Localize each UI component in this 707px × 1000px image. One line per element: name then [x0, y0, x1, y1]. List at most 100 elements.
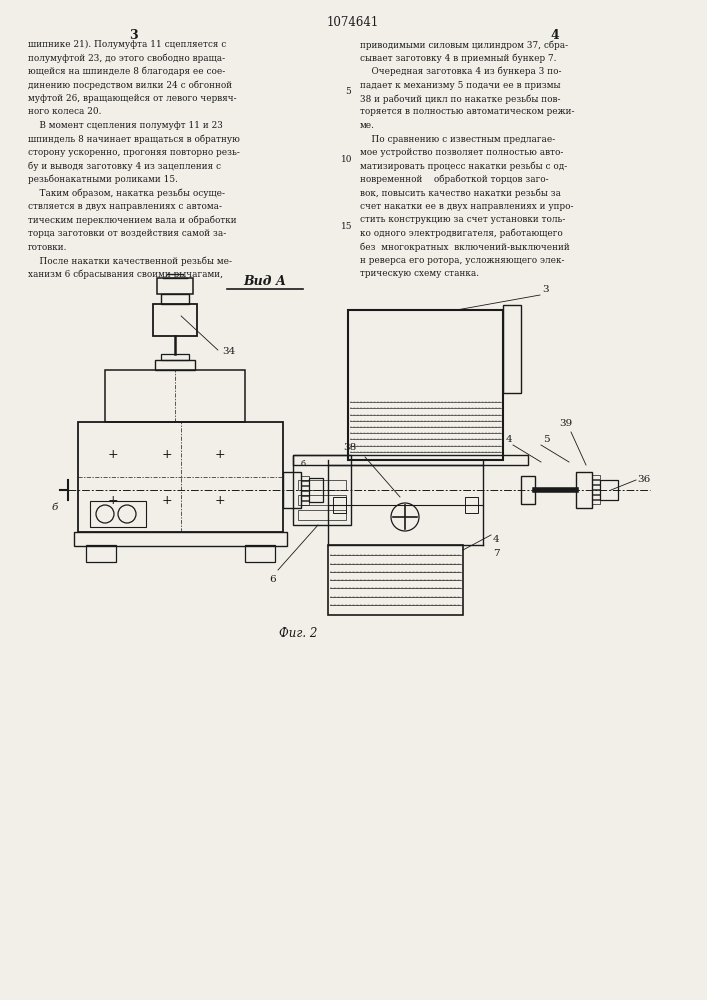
Bar — [293, 455, 528, 465]
Text: ющейся на шпинделе 8 благодаря ее сое-: ющейся на шпинделе 8 благодаря ее сое- — [28, 67, 226, 77]
Text: ме.: ме. — [360, 121, 375, 130]
Text: +: + — [107, 493, 118, 506]
Bar — [301, 486, 309, 490]
Text: сывает заготовку 4 в приемный бункер 7.: сывает заготовку 4 в приемный бункер 7. — [360, 53, 556, 63]
Text: ханизм 6 сбрасывания своими рычагами,: ханизм 6 сбрасывания своими рычагами, — [28, 269, 223, 279]
Text: 10: 10 — [341, 155, 353, 164]
Text: шипнике 21). Полумуфта 11 сцепляется с: шипнике 21). Полумуфта 11 сцепляется с — [28, 40, 226, 49]
Bar — [348, 310, 503, 460]
Bar — [283, 472, 301, 508]
Text: Фиг. 2: Фиг. 2 — [279, 627, 317, 640]
Text: 3: 3 — [542, 285, 549, 294]
Text: 4: 4 — [493, 536, 500, 544]
Bar — [301, 496, 309, 500]
Bar — [309, 478, 323, 502]
Text: 38: 38 — [344, 443, 356, 452]
Text: шпиндель 8 начинает вращаться в обратную: шпиндель 8 начинает вращаться в обратную — [28, 134, 240, 144]
Text: 7: 7 — [493, 548, 500, 558]
Bar — [301, 501, 309, 505]
Text: 38 и рабочий цикл по накатке резьбы пов-: 38 и рабочий цикл по накатке резьбы пов- — [360, 94, 561, 104]
Bar — [298, 480, 346, 490]
Text: резьбонакатными роликами 15.: резьбонакатными роликами 15. — [28, 175, 178, 184]
Bar — [86, 545, 116, 562]
Text: приводимыми силовым цилиндром 37, сбра-: приводимыми силовым цилиндром 37, сбра- — [360, 40, 568, 49]
Text: торца заготовки от воздействия самой за-: торца заготовки от воздействия самой за- — [28, 229, 226, 238]
Bar — [503, 305, 521, 392]
Text: ного колеса 20.: ного колеса 20. — [28, 107, 102, 116]
Text: Таким образом, накатка резьбы осуще-: Таким образом, накатка резьбы осуще- — [28, 188, 225, 198]
Text: падает к механизму 5 подачи ее в призмы: падает к механизму 5 подачи ее в призмы — [360, 81, 561, 90]
Text: 36: 36 — [637, 476, 650, 485]
Text: тическим переключением вала и обработки: тическим переключением вала и обработки — [28, 216, 237, 225]
Text: 5: 5 — [345, 87, 351, 96]
Bar — [333, 497, 346, 513]
Bar — [155, 360, 195, 370]
Bar — [592, 475, 600, 479]
Bar — [592, 490, 600, 494]
Bar — [600, 480, 618, 500]
Bar — [298, 510, 346, 520]
Text: 4: 4 — [551, 29, 559, 42]
Text: 5: 5 — [543, 435, 549, 444]
Text: новременной    обработкой торцов заго-: новременной обработкой торцов заго- — [360, 175, 549, 184]
Text: +: + — [107, 448, 118, 462]
Text: 34: 34 — [222, 348, 235, 357]
Text: 15: 15 — [341, 222, 353, 231]
Text: +: + — [162, 493, 173, 506]
Bar — [576, 472, 592, 508]
Bar — [298, 495, 346, 505]
Text: ко одного электродвигателя, работающего: ко одного электродвигателя, работающего — [360, 229, 563, 238]
Bar — [328, 545, 463, 615]
Bar — [293, 455, 351, 525]
Text: +: + — [215, 448, 226, 462]
Text: 39: 39 — [559, 419, 573, 428]
Text: динению посредством вилки 24 с обгонной: динению посредством вилки 24 с обгонной — [28, 81, 232, 90]
Text: счет накатки ее в двух направлениях и упро-: счет накатки ее в двух направлениях и уп… — [360, 202, 573, 211]
Text: В момент сцепления полумуфт 11 и 23: В момент сцепления полумуфт 11 и 23 — [28, 121, 223, 130]
Bar — [90, 501, 146, 527]
Text: +: + — [215, 493, 226, 506]
Text: сторону ускоренно, прогоняя повторно резь-: сторону ускоренно, прогоняя повторно рез… — [28, 148, 240, 157]
Text: н реверса его ротора, усложняющего элек-: н реверса его ротора, усложняющего элек- — [360, 256, 564, 265]
Text: 6: 6 — [269, 575, 276, 584]
Bar — [592, 500, 600, 504]
Text: вок, повысить качество накатки резьбы за: вок, повысить качество накатки резьбы за — [360, 188, 561, 198]
Text: ствляется в двух направлениях с автома-: ствляется в двух направлениях с автома- — [28, 202, 222, 211]
Bar — [161, 354, 189, 360]
Text: матизировать процесс накатки резьбы с од-: матизировать процесс накатки резьбы с од… — [360, 161, 567, 171]
Bar — [78, 422, 283, 532]
Text: муфтой 26, вращающейся от левого червяч-: муфтой 26, вращающейся от левого червяч- — [28, 94, 237, 103]
Bar — [301, 476, 309, 480]
Bar — [105, 370, 245, 422]
Text: стить конструкцию за счет установки толь-: стить конструкцию за счет установки толь… — [360, 216, 566, 225]
Text: бу и выводя заготовку 4 из зацепления с: бу и выводя заготовку 4 из зацепления с — [28, 161, 221, 171]
Text: полумуфтой 23, до этого свободно враща-: полумуфтой 23, до этого свободно враща- — [28, 53, 225, 63]
Text: 3: 3 — [129, 29, 137, 42]
Text: торяется в полностью автоматическом режи-: торяется в полностью автоматическом режи… — [360, 107, 575, 116]
Bar — [245, 545, 275, 562]
Bar — [74, 532, 287, 546]
Text: готовки.: готовки. — [28, 242, 67, 251]
Text: б: б — [300, 460, 305, 468]
Text: Очередная заготовка 4 из бункера 3 по-: Очередная заготовка 4 из бункера 3 по- — [360, 67, 561, 77]
Bar — [301, 491, 309, 495]
Bar — [161, 294, 189, 304]
Text: без  многократных  включений-выключений: без многократных включений-выключений — [360, 242, 570, 252]
Bar — [592, 495, 600, 499]
Text: По сравнению с известным предлагае-: По сравнению с известным предлагае- — [360, 134, 555, 143]
Text: 4: 4 — [506, 435, 512, 444]
Text: трическую схему станка.: трическую схему станка. — [360, 269, 479, 278]
Bar — [157, 278, 193, 294]
Bar — [592, 485, 600, 489]
Text: 1074641: 1074641 — [327, 16, 379, 29]
Bar — [592, 480, 600, 484]
Text: +: + — [162, 448, 173, 462]
Bar — [153, 304, 197, 336]
Text: б: б — [52, 504, 58, 512]
Text: После накатки качественной резьбы ме-: После накатки качественной резьбы ме- — [28, 256, 232, 265]
Bar — [521, 476, 535, 504]
Text: мое устройство позволяет полностью авто-: мое устройство позволяет полностью авто- — [360, 148, 563, 157]
Bar — [301, 481, 309, 485]
Text: Вид А: Вид А — [243, 275, 286, 288]
Bar — [465, 497, 478, 513]
